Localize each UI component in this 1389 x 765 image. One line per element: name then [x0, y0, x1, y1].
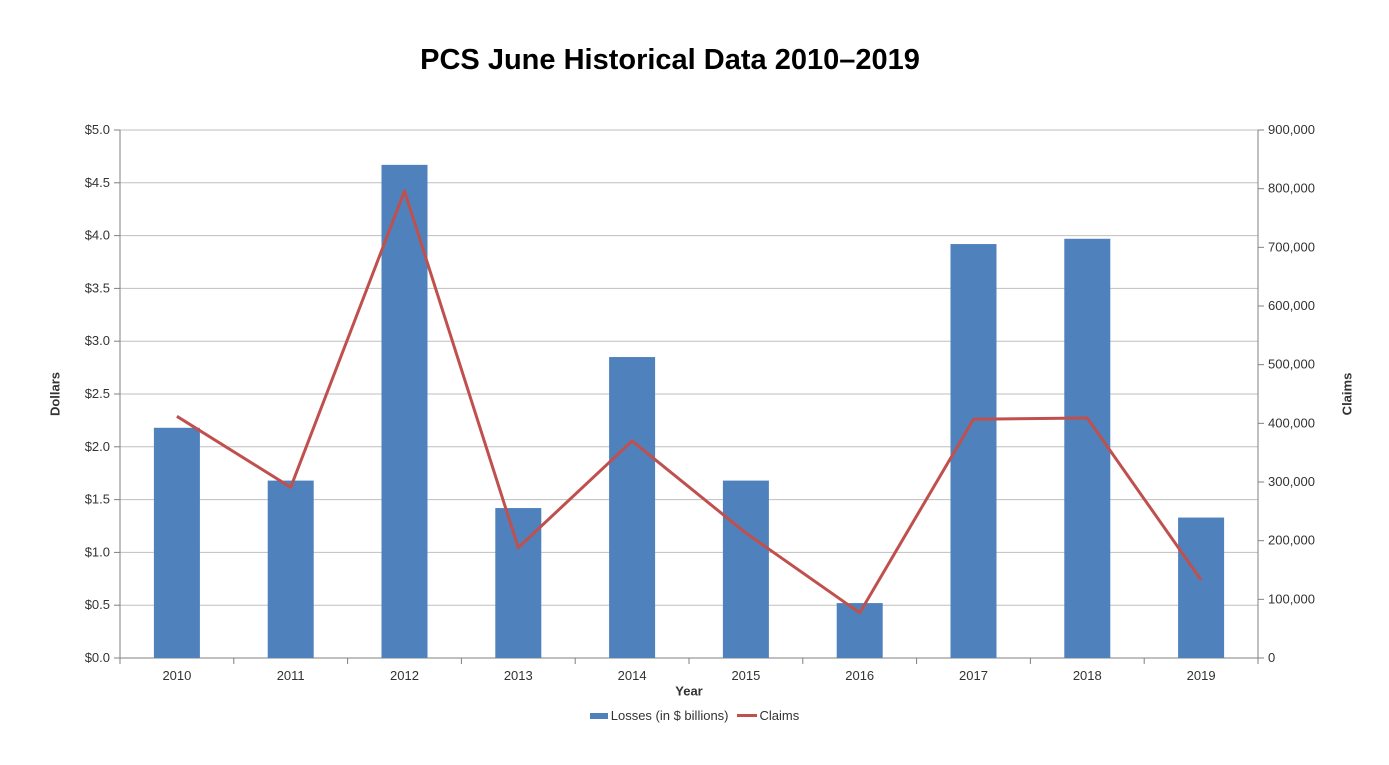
legend-item-claims: Claims: [736, 708, 800, 723]
left-axis-tick-label: $3.0: [85, 333, 110, 348]
right-axis-tick-label: 600,000: [1268, 298, 1315, 313]
left-axis-tick-label: $5.0: [85, 122, 110, 137]
bar-2015: [722, 480, 769, 658]
legend: Losses (in $ billions) Claims: [0, 708, 1389, 723]
bar-2017: [950, 244, 997, 658]
bar-2012: [381, 164, 428, 658]
right-axis-tick-label: 500,000: [1268, 357, 1315, 372]
left-axis-tick-label: $0.5: [85, 597, 110, 612]
bar-2013: [495, 508, 542, 658]
bar-2019: [1178, 517, 1225, 658]
x-axis-tick-label: 2012: [390, 668, 419, 683]
right-axis-tick-label: 300,000: [1268, 474, 1315, 489]
left-axis-tick-label: $3.5: [85, 280, 110, 295]
x-axis-tick-label: 2017: [959, 668, 988, 683]
left-axis-tick-label: $1.5: [85, 492, 110, 507]
right-axis-tick-label: 100,000: [1268, 591, 1315, 606]
claims-legend-label: Claims: [759, 708, 800, 723]
claims-line: [176, 189, 1203, 615]
right-axis-tick-label: 800,000: [1268, 181, 1315, 196]
left-axis-title: Dollars: [47, 371, 63, 417]
x-axis-tick-label: 2016: [845, 668, 874, 683]
right-axis-tick-label: 200,000: [1268, 533, 1315, 548]
right-axis-title: Claims: [1339, 372, 1355, 416]
losses-bar-swatch-icon: [589, 712, 608, 719]
bar-2018: [1064, 238, 1111, 658]
right-axis-tick-label: 400,000: [1268, 415, 1315, 430]
bar-2014: [609, 357, 656, 658]
x-axis-tick-label: 2011: [277, 668, 305, 683]
x-axis-tick-label: 2015: [731, 668, 760, 683]
claims-line-swatch-icon: [736, 714, 757, 717]
bar-2011: [267, 480, 314, 658]
left-axis-tick-label: $0.0: [85, 650, 110, 665]
x-axis-tick-label: 2013: [504, 668, 533, 683]
right-axis-tick-label: 0: [1268, 650, 1275, 665]
left-axis-tick-label: $2.5: [85, 386, 110, 401]
left-axis-tick-label: $4.0: [85, 228, 110, 243]
x-axis-tick-label: 2019: [1187, 668, 1216, 683]
x-axis-title: Year: [675, 683, 703, 699]
x-axis-tick-label: 2018: [1073, 668, 1102, 683]
bar-2010: [153, 427, 200, 658]
right-axis-tick-label: 700,000: [1268, 239, 1315, 254]
chart-title: PCS June Historical Data 2010–2019: [420, 44, 920, 76]
left-axis-tick-label: $4.5: [85, 175, 110, 190]
losses-legend-label: Losses (in $ billions): [610, 708, 729, 723]
x-axis-tick-label: 2010: [162, 668, 191, 683]
legend-item-losses: Losses (in $ billions): [589, 708, 729, 723]
left-axis-tick-label: $2.0: [85, 439, 110, 454]
right-axis-tick-label: 900,000: [1268, 122, 1315, 137]
left-axis-tick-label: $1.0: [85, 544, 110, 559]
x-axis-tick-label: 2014: [618, 668, 647, 683]
